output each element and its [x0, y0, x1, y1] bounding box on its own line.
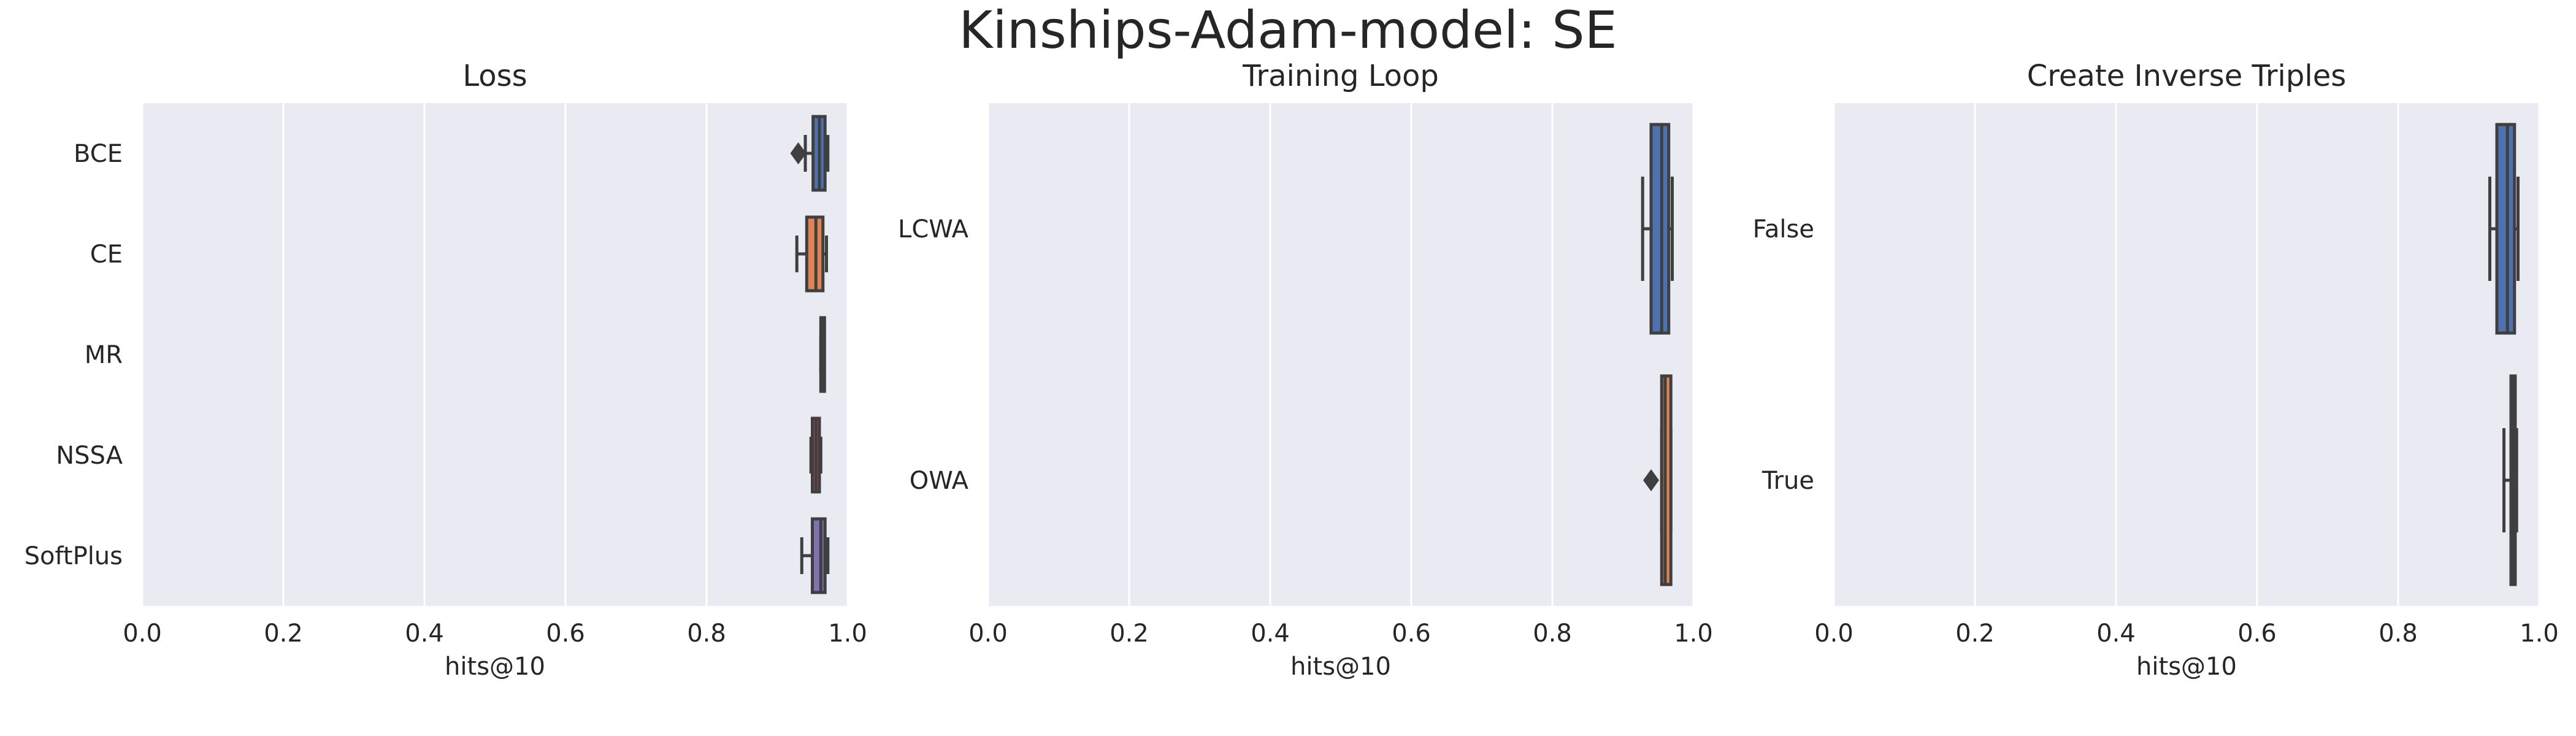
x-tick-label: 0.8 [687, 619, 726, 648]
x-tick-label: 0.2 [1955, 619, 1995, 648]
figure-title: Kinships-Adam-model: SE [959, 0, 1617, 60]
x-tick-label: 0.8 [1533, 619, 1572, 648]
x-tick-label: 0.4 [405, 619, 444, 648]
y-tick-label: CE [90, 240, 123, 269]
plot-background [988, 103, 1693, 606]
chart-panel-0: 0.0 0.2 0.4 0.6 0.8 1.0 Loss hits@10 BCE CE MR NSSA… [25, 59, 867, 681]
x-axis-label: hits@10 [2136, 653, 2237, 681]
x-axis-label: hits@10 [1290, 653, 1391, 681]
y-tick-label: NSSA [56, 442, 123, 470]
box-nssa [809, 416, 822, 494]
x-axis-label: hits@10 [445, 653, 545, 681]
box-bce [790, 115, 830, 192]
outlier-point [1643, 469, 1659, 491]
plot-background [142, 103, 848, 606]
x-tick-label: 0.4 [1251, 619, 1290, 648]
y-tick-label: BCE [74, 140, 123, 168]
x-tick-label: 0.4 [2096, 619, 2136, 648]
box-iqr [2495, 123, 2517, 335]
outlier-point [790, 142, 807, 164]
x-tick-label: 0.2 [264, 619, 303, 648]
box-ce [795, 215, 828, 293]
x-tick-label: 0.2 [1110, 619, 1149, 648]
box-iqr [1649, 123, 1671, 335]
box-owa [1643, 374, 1673, 586]
chart-panel-1: 0.0 0.2 0.4 0.6 0.8 1.0 Training Loop hits@10 LC… [898, 59, 1713, 681]
panel-title: Training Loop [1242, 59, 1439, 93]
box-mr [819, 316, 826, 393]
panel-title: Create Inverse Triples [2027, 59, 2346, 93]
box-false [2488, 123, 2520, 335]
y-tick-label: False [1753, 215, 1814, 243]
box-true [2502, 374, 2518, 586]
x-tick-label: 0.0 [123, 619, 162, 648]
x-tick-label: 1.0 [828, 619, 867, 648]
x-tick-label: 1.0 [2520, 619, 2559, 648]
x-tick-label: 0.6 [546, 619, 585, 648]
y-tick-label: True [1761, 467, 1814, 495]
y-tick-label: MR [85, 341, 123, 369]
chart-panel-2: 0.0 0.2 0.4 0.6 0.8 1.0 Create Inverse Triples… [1753, 59, 2559, 681]
panels: 0.0 0.2 0.4 0.6 0.8 1.0 Loss hits@10 BCE CE MR NSSA… [25, 59, 2559, 681]
y-tick-label: SoftPlus [25, 542, 123, 570]
plot-background [1834, 103, 2539, 606]
box-lcwa [1641, 123, 1674, 335]
panel-title: Loss [462, 59, 527, 93]
y-tick-label: OWA [910, 467, 969, 495]
x-tick-label: 1.0 [1674, 619, 1713, 648]
x-tick-label: 0.6 [2237, 619, 2277, 648]
box-iqr [811, 517, 827, 594]
x-tick-label: 0.8 [2379, 619, 2418, 648]
box-softplus [800, 517, 830, 594]
x-tick-label: 0.0 [1814, 619, 1853, 648]
x-tick-label: 0.6 [1392, 619, 1431, 648]
y-tick-label: LCWA [898, 215, 969, 243]
x-tick-label: 0.0 [968, 619, 1008, 648]
